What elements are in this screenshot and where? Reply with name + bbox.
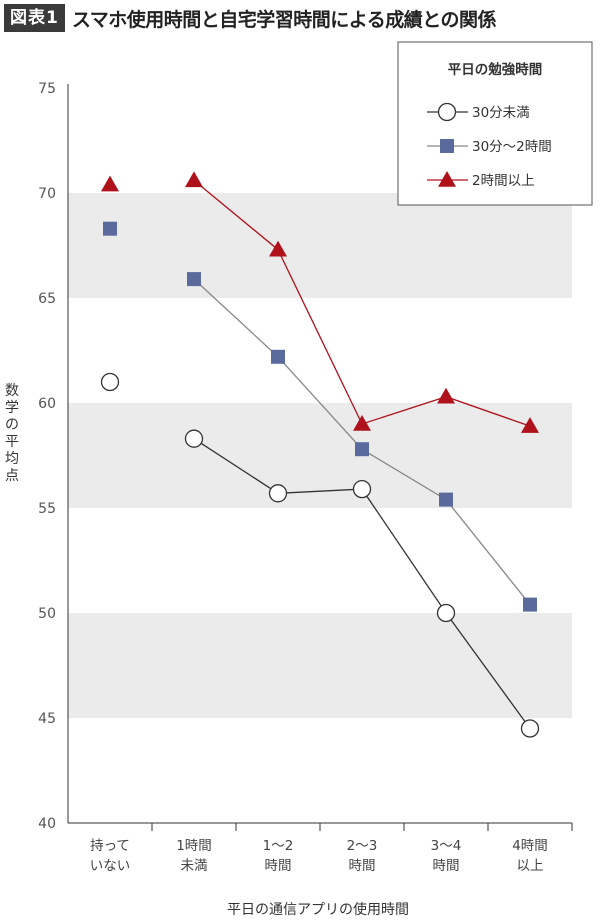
data-point-square <box>355 442 369 457</box>
x-tick-label: 1〜2 時間 <box>263 838 294 874</box>
y-tick-label: 60 <box>38 396 56 412</box>
band-65-70 <box>68 193 572 298</box>
series-markers <box>100 171 540 738</box>
data-point-triangle <box>185 171 203 188</box>
y-tick-label: 45 <box>38 711 56 727</box>
data-point-circle <box>268 484 288 503</box>
legend-label: 30分〜2時間 <box>472 139 552 155</box>
x-tick-label: 3〜4 時間 <box>431 838 462 874</box>
background-bands <box>68 193 572 718</box>
x-axis-title: 平日の通信アプリの使用時間 <box>227 901 409 918</box>
y-tick-labels: 40 45 50 55 60 65 70 75 <box>38 81 56 832</box>
legend-marker-triangle <box>438 171 456 187</box>
legend-label: 30分未満 <box>472 105 530 121</box>
y-axis-title: 数学の平均点 <box>5 383 19 484</box>
data-point-circle <box>352 479 372 499</box>
data-point-square <box>523 597 537 612</box>
band-55-60 <box>68 403 572 508</box>
legend-box <box>397 41 593 206</box>
y-tick-label: 65 <box>38 291 56 307</box>
data-point-triangle <box>269 240 287 257</box>
data-point-triangle <box>437 387 455 404</box>
data-point-circle <box>184 429 204 448</box>
header: 図表1 スマホ使用時間と自宅学習時間による成績との関係 <box>0 0 600 36</box>
data-point-triangle <box>521 417 539 433</box>
x-tick-label: 持っていない <box>90 838 131 874</box>
data-point-triangle <box>101 175 119 192</box>
legend: 平日の勉強時間 30分未満 30分〜2時間 2時間以上 <box>397 41 593 206</box>
y-tick-label: 55 <box>38 501 56 517</box>
legend-label: 2時間以上 <box>472 173 535 189</box>
y-tick-label: 70 <box>38 186 56 202</box>
y-tick-label: 50 <box>38 606 56 622</box>
data-point-circle <box>436 603 456 623</box>
x-tick-label: 1時間未満 <box>176 838 212 874</box>
data-point-square <box>439 492 453 507</box>
y-tick-label: 75 <box>38 81 56 97</box>
data-point-circle <box>100 372 120 392</box>
band-45-50 <box>68 613 572 718</box>
data-point-square <box>103 221 117 236</box>
data-point-square <box>187 272 201 287</box>
data-point-triangle <box>353 415 371 431</box>
figure-badge: 図表1 <box>4 4 65 32</box>
data-point-circle <box>520 719 540 738</box>
legend-marker-circle <box>437 102 457 122</box>
x-tick-labels: 持っていない 1時間未満 1〜2 時間 2〜3 時間 3〜4 時間 4時間以上 <box>90 838 548 874</box>
y-tick-label: 40 <box>38 816 56 832</box>
data-point-square <box>271 349 285 364</box>
x-tick-label: 2〜3 時間 <box>347 838 378 874</box>
x-tick-label: 4時間以上 <box>512 838 548 874</box>
legend-title: 平日の勉強時間 <box>448 61 543 78</box>
page-title: スマホ使用時間と自宅学習時間による成績との関係 <box>71 8 497 31</box>
legend-marker-square <box>440 139 454 153</box>
axes <box>67 84 573 831</box>
